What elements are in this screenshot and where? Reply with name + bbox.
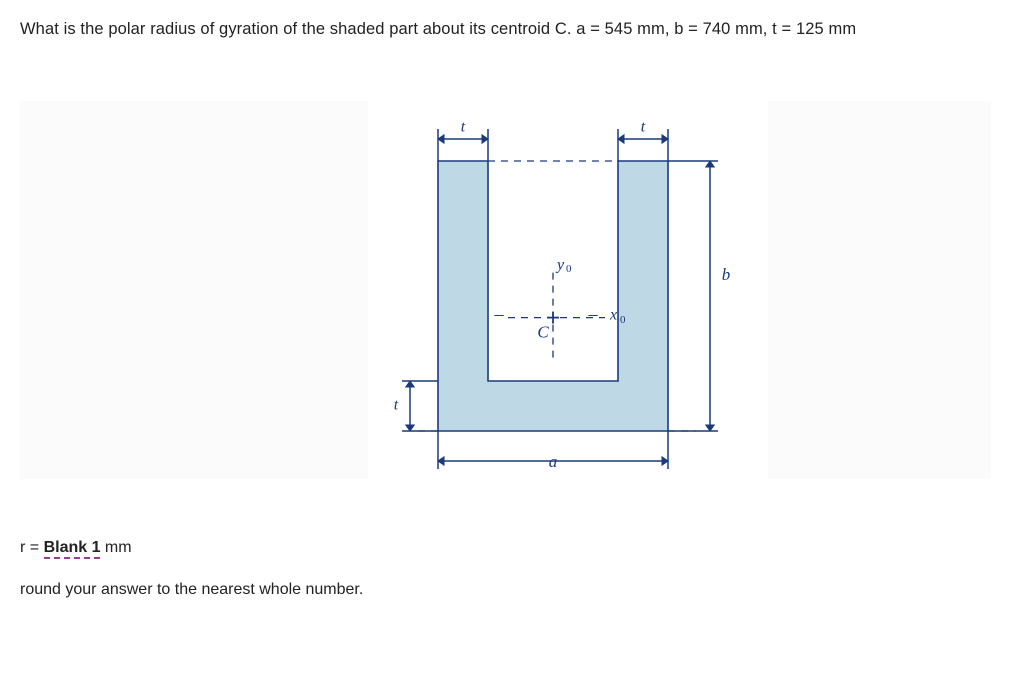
scratch-area-right: [768, 101, 991, 479]
svg-text:t: t: [461, 119, 466, 136]
svg-text:C: C: [538, 323, 550, 342]
answer-line: r = Blank 1 mm: [20, 539, 991, 557]
svg-text:0: 0: [566, 263, 572, 275]
answer-blank[interactable]: Blank 1: [44, 539, 101, 559]
figure-row: tttaby0x0−−C: [20, 101, 991, 479]
answer-suffix: mm: [100, 539, 131, 556]
question-text: What is the polar radius of gyration of …: [20, 18, 991, 41]
u-channel-diagram: tttaby0x0−−C: [368, 101, 768, 479]
answer-area: r = Blank 1 mm round your answer to the …: [20, 539, 991, 599]
svg-text:b: b: [722, 265, 731, 284]
rounding-instruction: round your answer to the nearest whole n…: [20, 581, 991, 599]
svg-text:x: x: [609, 306, 617, 323]
answer-prefix: r =: [20, 539, 44, 556]
figure-area: tttaby0x0−−C: [368, 101, 768, 479]
svg-text:a: a: [549, 452, 558, 471]
svg-text:t: t: [641, 119, 646, 136]
svg-text:−: −: [494, 305, 505, 327]
scratch-area-left: [20, 101, 368, 479]
svg-text:t: t: [394, 397, 399, 414]
svg-text:y: y: [555, 256, 565, 273]
svg-text:−: −: [588, 305, 599, 327]
svg-text:0: 0: [620, 314, 626, 326]
